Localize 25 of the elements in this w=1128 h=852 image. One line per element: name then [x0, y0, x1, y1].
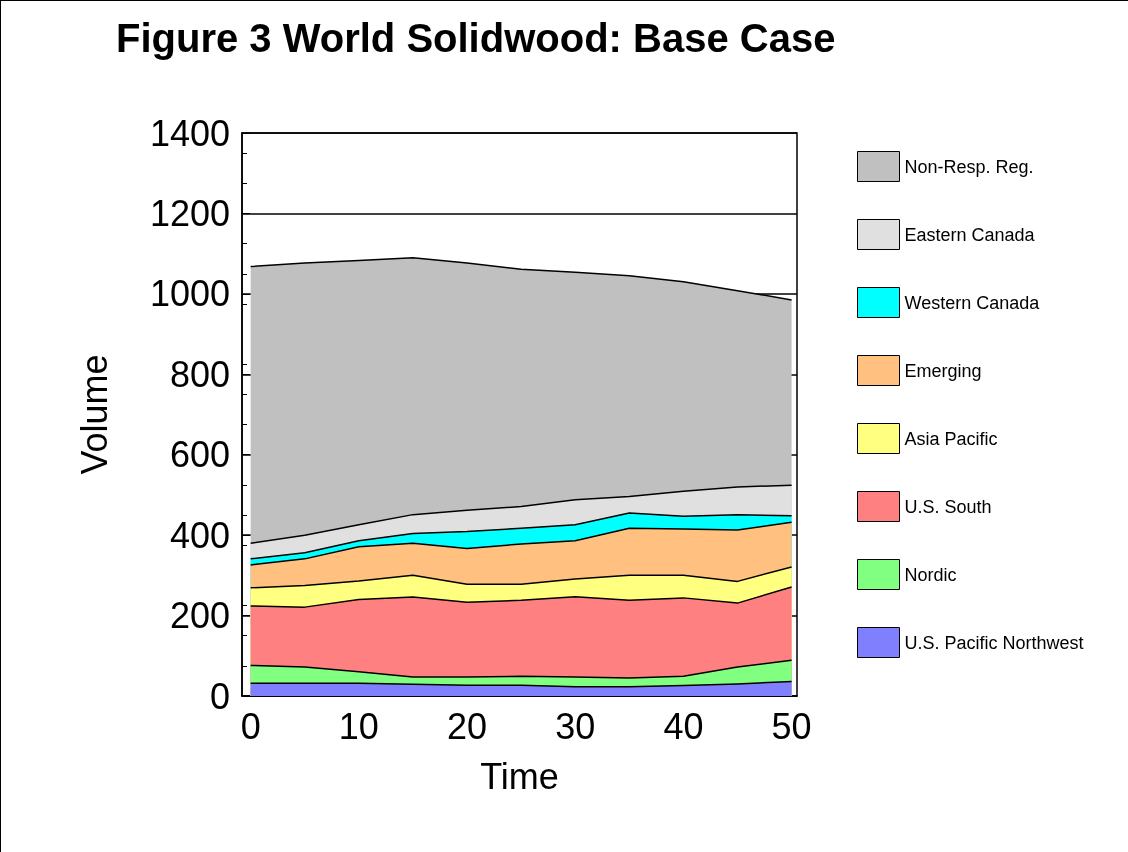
y-tick-label: 200 — [169, 595, 230, 637]
legend-label: Non-Resp. Reg. — [904, 156, 1034, 177]
legend-label: U.S. South — [904, 496, 992, 517]
y-tick-label: 600 — [169, 434, 230, 476]
x-tick-label: 40 — [663, 705, 704, 747]
y-tick-label: 1400 — [149, 112, 230, 154]
y-tick-label: 1200 — [149, 192, 230, 234]
x-tick-label: 0 — [240, 705, 261, 747]
legend-label: Asia Pacific — [904, 428, 998, 449]
x-tick-label: 30 — [555, 705, 596, 747]
y-tick-label: 1000 — [149, 273, 230, 315]
y-tick-label: 400 — [169, 514, 230, 556]
x-tick-label: 10 — [338, 705, 379, 747]
y-tick-label: 0 — [209, 675, 230, 717]
y-axis-title: Volume — [73, 354, 115, 475]
legend-label: Eastern Canada — [904, 224, 1036, 245]
y-tick-label: 800 — [169, 353, 230, 395]
x-axis-title: Time — [480, 755, 559, 797]
legend-label: Emerging — [904, 360, 982, 381]
legend-label: Nordic — [904, 564, 957, 585]
x-tick-label: 20 — [447, 705, 488, 747]
x-tick-label: 50 — [771, 705, 812, 747]
legend-label: U.S. Pacific Northwest — [904, 632, 1084, 653]
chart-title: Figure 3 World Solidwood: Base Case — [116, 16, 836, 60]
legend-label: Western Canada — [904, 292, 1041, 313]
